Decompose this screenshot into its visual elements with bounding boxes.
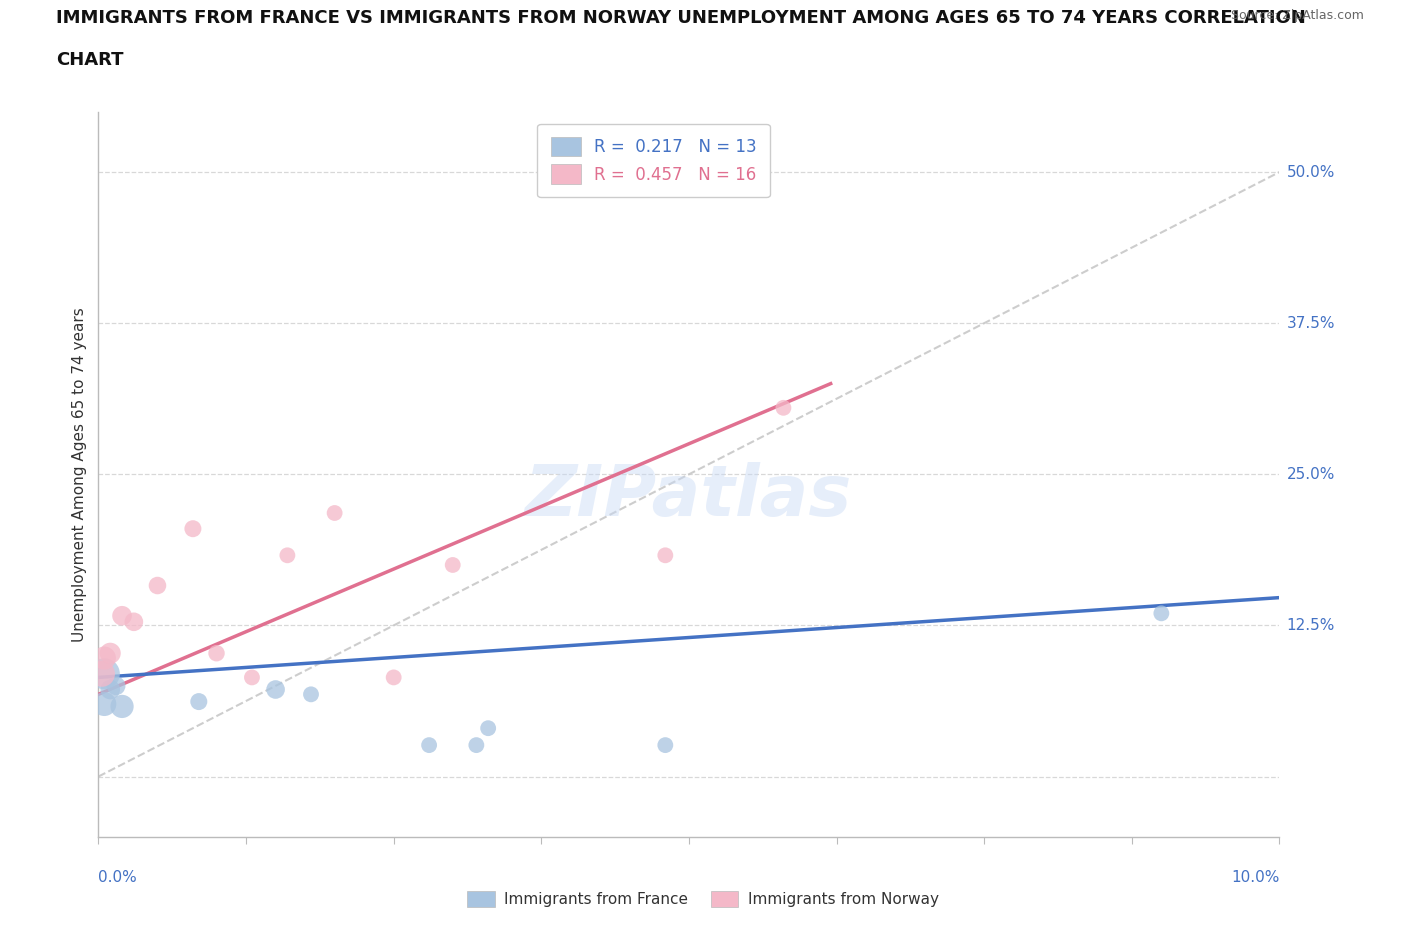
Point	[772, 401, 794, 416]
Point	[98, 682, 121, 697]
Point	[264, 682, 287, 697]
Point	[122, 615, 145, 630]
Point	[240, 670, 263, 684]
Point	[382, 670, 405, 684]
Text: 0.0%: 0.0%	[98, 870, 138, 884]
Point	[678, 167, 700, 182]
Point	[654, 737, 676, 752]
Point	[205, 645, 228, 660]
Point	[91, 666, 114, 681]
Legend: R =  0.217   N = 13, R =  0.457   N = 16: R = 0.217 N = 13, R = 0.457 N = 16	[537, 124, 770, 197]
Point	[146, 578, 169, 593]
Legend: Immigrants from France, Immigrants from Norway: Immigrants from France, Immigrants from …	[461, 884, 945, 913]
Point	[477, 721, 499, 736]
Point	[187, 694, 209, 709]
Point	[465, 737, 488, 752]
Point	[323, 506, 346, 521]
Text: 12.5%: 12.5%	[1286, 618, 1334, 633]
Text: 50.0%: 50.0%	[1286, 165, 1334, 179]
Point	[654, 548, 676, 563]
Text: IMMIGRANTS FROM FRANCE VS IMMIGRANTS FROM NORWAY UNEMPLOYMENT AMONG AGES 65 TO 7: IMMIGRANTS FROM FRANCE VS IMMIGRANTS FRO…	[56, 9, 1306, 27]
Text: 10.0%: 10.0%	[1232, 870, 1279, 884]
Text: 37.5%: 37.5%	[1286, 315, 1334, 331]
Point	[1150, 606, 1173, 621]
Text: CHART: CHART	[56, 51, 124, 69]
Point	[98, 645, 121, 660]
Text: ZIPatlas: ZIPatlas	[526, 461, 852, 530]
Point	[418, 737, 440, 752]
Point	[111, 699, 134, 714]
Point	[93, 651, 115, 666]
Point	[93, 666, 115, 681]
Text: 25.0%: 25.0%	[1286, 467, 1334, 482]
Text: Source: ZipAtlas.com: Source: ZipAtlas.com	[1230, 9, 1364, 22]
Point	[181, 521, 204, 536]
Point	[441, 558, 464, 573]
Point	[93, 697, 115, 711]
Point	[105, 679, 128, 694]
Y-axis label: Unemployment Among Ages 65 to 74 years: Unemployment Among Ages 65 to 74 years	[72, 307, 87, 642]
Point	[299, 687, 322, 702]
Point	[276, 548, 298, 563]
Point	[111, 608, 134, 623]
